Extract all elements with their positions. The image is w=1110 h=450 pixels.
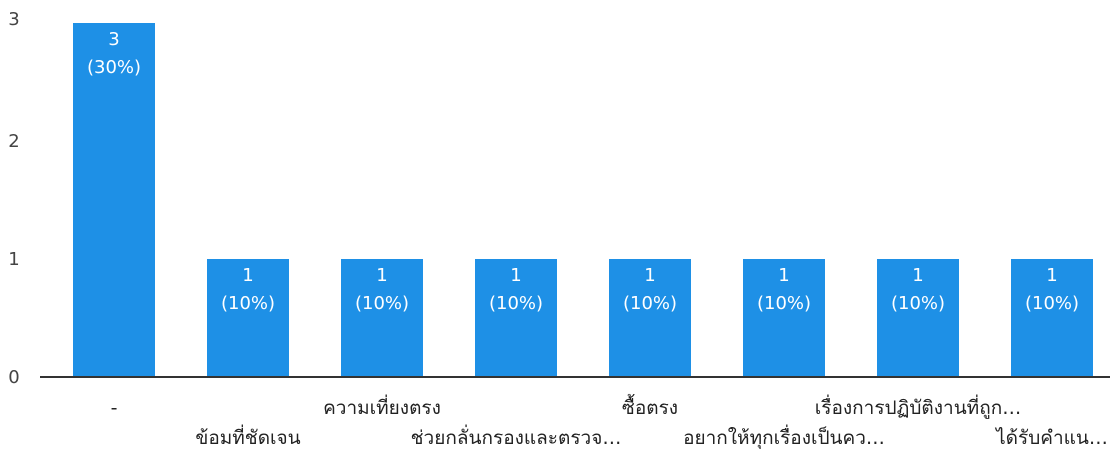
x-tick-label: ได้รับคำแน…: [994, 427, 1108, 449]
bar-percent-label: (10%): [355, 293, 409, 314]
x-tick-label: เรื่องการปฏิบัติงานที่ถูก…: [815, 394, 1021, 419]
y-tick-label: 0: [8, 367, 19, 388]
x-tick-label: ช่วยกลั่นกรองและตรวจ…: [411, 424, 622, 449]
x-axis-labels: - ข้อมที่ชัดเจน ความเที่ยงตรงช่วยกลั่นกรอง…: [111, 394, 1108, 450]
bar-percent-label: (10%): [489, 293, 543, 314]
bars: 3 (30%) 1 (10%) 1 (10%) 1 (10%) 1 (10%) 1 (10%) 1 (10…: [73, 23, 1093, 377]
y-tick-label: 1: [8, 249, 19, 270]
y-axis-ticks: 0 1 2 3: [8, 9, 19, 388]
bar-value-label: 1: [510, 265, 521, 286]
bar-percent-label: (10%): [221, 293, 275, 314]
x-tick-label: ข้อมที่ชัดเจน: [195, 424, 300, 449]
bar-value-label: 1: [376, 265, 387, 286]
bar-value-label: 1: [242, 265, 253, 286]
bar-value-label: 1: [1046, 265, 1057, 286]
bar-percent-label: (10%): [623, 293, 677, 314]
x-tick-label: -: [111, 397, 118, 419]
bar-value-label: 3: [108, 29, 119, 50]
bar: [475, 259, 557, 377]
bar-percent-label: (10%): [1025, 293, 1079, 314]
x-tick-label: ซื้อตรง: [622, 394, 678, 419]
bar-percent-label: (10%): [891, 293, 945, 314]
bar: [609, 259, 691, 377]
bar-percent-label: (10%): [757, 293, 811, 314]
bar: [73, 23, 155, 377]
bar: [1011, 259, 1093, 377]
y-tick-label: 3: [8, 9, 19, 30]
bar-percent-label: (30%): [87, 57, 141, 78]
x-tick-label: อยากให้ทุกเรื่องเป็นคว…: [683, 424, 885, 450]
bar: [743, 259, 825, 377]
y-tick-label: 2: [8, 131, 19, 152]
bar: [877, 259, 959, 377]
bar-value-label: 1: [778, 265, 789, 286]
bar-value-label: 1: [644, 265, 655, 286]
bar-value-label: 1: [912, 265, 923, 286]
bar: [341, 259, 423, 377]
x-tick-label: ความเที่ยงตรง: [323, 394, 441, 419]
bar: [207, 259, 289, 377]
